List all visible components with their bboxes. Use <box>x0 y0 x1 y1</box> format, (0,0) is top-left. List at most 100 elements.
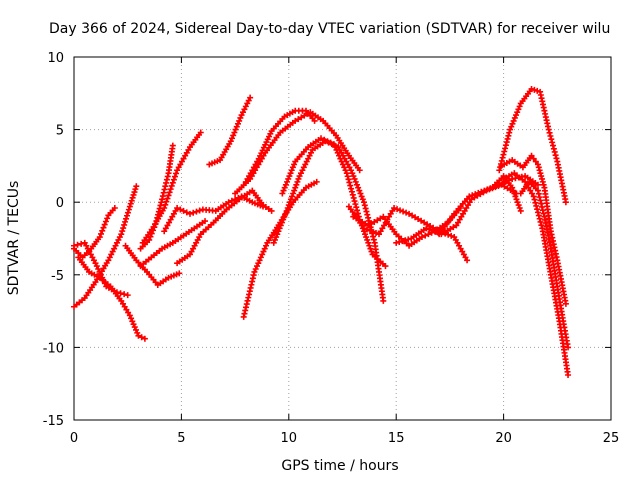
data-point <box>507 126 514 133</box>
data-point <box>159 193 166 200</box>
data-point <box>508 123 515 130</box>
data-point <box>530 193 537 200</box>
data-point <box>536 167 543 174</box>
data-point <box>365 214 372 221</box>
data-point <box>353 181 360 188</box>
data-point <box>301 112 308 119</box>
data-point <box>344 173 351 180</box>
data-point <box>475 189 482 196</box>
data-point <box>371 218 378 225</box>
data-point <box>284 178 291 185</box>
data-point <box>163 179 170 186</box>
data-point <box>510 187 517 194</box>
data-point <box>403 209 410 216</box>
data-point <box>538 222 545 229</box>
data-point <box>254 263 261 270</box>
data-point <box>138 334 145 341</box>
data-point <box>356 187 363 194</box>
data-point <box>553 155 560 162</box>
series-arc-04 <box>75 254 148 342</box>
data-point <box>366 227 373 234</box>
data-point <box>180 207 187 214</box>
data-point <box>311 117 318 124</box>
data-point <box>74 241 81 248</box>
data-point <box>276 225 283 232</box>
data-point <box>538 175 545 182</box>
data-point <box>176 270 183 277</box>
data-point <box>550 145 557 152</box>
data-point <box>275 228 282 235</box>
data-point <box>295 116 302 123</box>
x-tick-label: 20 <box>495 431 512 446</box>
data-point <box>359 218 366 225</box>
data-point <box>498 157 505 164</box>
data-point <box>339 161 346 168</box>
data-point <box>487 185 494 192</box>
data-point <box>161 205 168 212</box>
data-point <box>565 344 572 351</box>
data-point <box>514 109 521 116</box>
data-point <box>280 216 287 223</box>
data-point <box>363 208 370 215</box>
data-point <box>499 154 506 161</box>
data-point <box>370 236 377 243</box>
data-point <box>360 225 367 232</box>
data-point <box>363 226 370 233</box>
data-point <box>352 201 359 208</box>
series-arc-17 <box>345 203 471 264</box>
data-point <box>531 86 538 93</box>
series-arc-20 <box>436 173 541 238</box>
data-point <box>540 210 547 217</box>
data-point <box>516 205 523 212</box>
data-point <box>534 181 541 188</box>
data-point <box>504 135 511 142</box>
data-point <box>343 170 350 177</box>
data-point <box>406 210 413 217</box>
data-point <box>534 161 541 168</box>
data-point <box>421 219 428 226</box>
data-point <box>362 220 369 227</box>
data-point <box>161 186 168 193</box>
data-point <box>287 196 294 203</box>
data-point <box>128 197 135 204</box>
data-point <box>345 176 352 183</box>
data-point <box>78 240 85 247</box>
data-point <box>100 224 107 231</box>
data-point <box>426 226 433 233</box>
data-point <box>362 205 369 212</box>
data-point <box>324 138 331 145</box>
data-point <box>236 117 243 124</box>
data-point <box>342 167 349 174</box>
data-point <box>268 207 275 214</box>
data-point <box>231 129 238 136</box>
data-point <box>281 184 288 191</box>
data-point <box>545 126 552 133</box>
data-point <box>292 184 299 191</box>
data-point <box>517 207 524 214</box>
data-point <box>125 206 132 213</box>
data-point <box>444 227 451 234</box>
data-point <box>534 187 541 194</box>
data-point <box>348 188 355 195</box>
data-point <box>131 189 138 196</box>
data-point <box>511 114 518 121</box>
data-point <box>230 132 237 139</box>
data-point <box>349 191 356 198</box>
x-tick-label: 0 <box>70 431 78 446</box>
data-point <box>346 179 353 186</box>
data-point <box>450 224 457 231</box>
x-tick-label: 5 <box>177 431 185 446</box>
data-point <box>132 326 139 333</box>
data-point <box>173 170 180 177</box>
data-point <box>351 175 358 182</box>
data-point <box>351 198 358 205</box>
data-point <box>362 231 369 238</box>
data-point <box>234 120 241 127</box>
data-point <box>499 180 506 187</box>
data-point <box>99 227 106 234</box>
data-point <box>506 129 513 136</box>
data-point <box>350 213 357 220</box>
data-point <box>252 265 259 272</box>
data-point <box>399 238 406 245</box>
data-point <box>135 332 142 339</box>
